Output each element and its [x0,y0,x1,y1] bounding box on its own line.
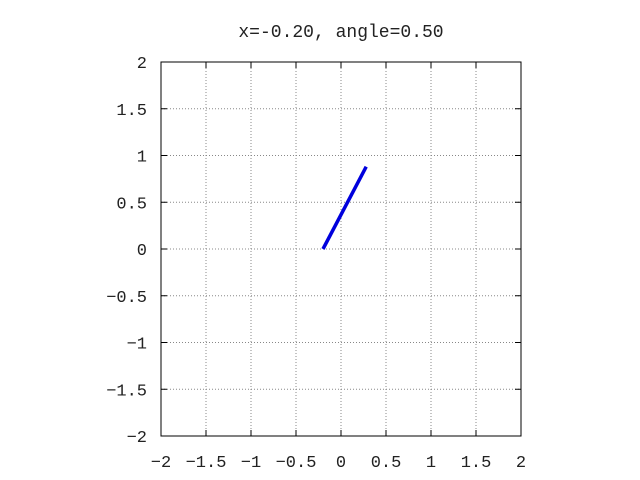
y-tick-label: −1.5 [106,382,147,401]
grid-lines [161,62,521,436]
y-tick-label: −0.5 [106,289,147,308]
x-tick-label: 2 [516,454,526,473]
x-tick-label: −1.5 [186,454,227,473]
y-tick-label: 1 [137,149,147,168]
x-tick-label: 1 [426,454,436,473]
x-tick-label: −2 [151,454,171,473]
x-tick-label: 1.5 [461,454,492,473]
x-tick-label: 0 [336,454,346,473]
y-tick-label: 1.5 [116,102,147,121]
chart-title: x=-0.20, angle=0.50 [238,23,443,43]
x-tick-label: −0.5 [276,454,317,473]
x-tick-label: 0.5 [371,454,402,473]
y-tick-label: −1 [127,336,147,355]
y-tick-label: 2 [137,55,147,74]
y-tick-label: 0 [137,242,147,261]
series-layer [321,165,368,250]
y-axis-tick-labels: −2 −1.5 −1 −0.5 0 0.5 1 1.5 2 [106,55,147,448]
y-tick-label: 0.5 [116,195,147,214]
y-tick-label: −2 [127,429,147,448]
x-axis-tick-labels: −2 −1.5 −1 −0.5 0 0.5 1 1.5 2 [151,454,526,473]
axis-ticks [160,61,522,437]
x-tick-label: −1 [241,454,261,473]
series-line [321,165,368,250]
